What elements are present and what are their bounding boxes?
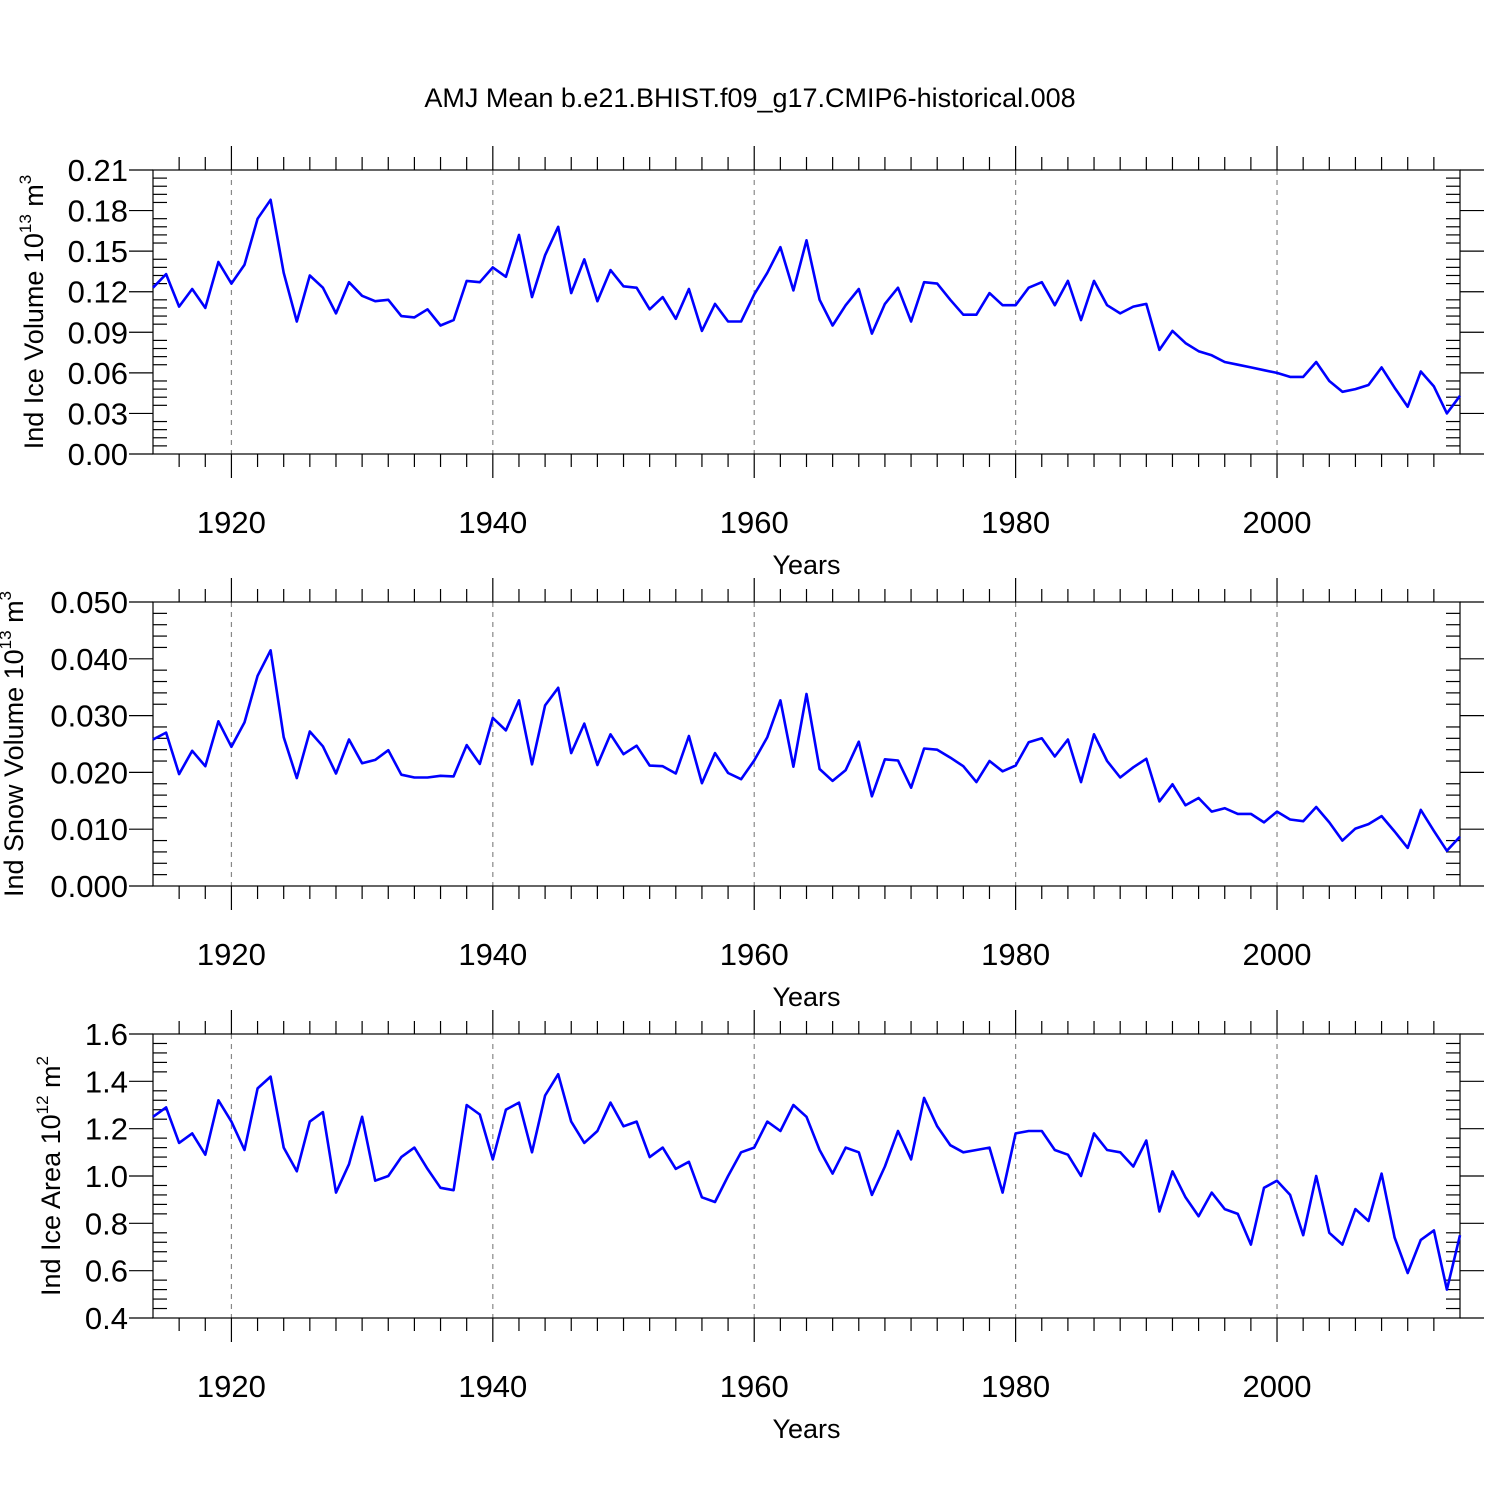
y-tick-label: 1.2 <box>85 1112 128 1147</box>
y-tick-label: 0.000 <box>50 869 128 904</box>
y-tick-label: 0.03 <box>68 396 128 431</box>
y-axis-title: Ind Snow Volume 1013 m3 <box>0 591 29 897</box>
y-tick-label: 0.8 <box>85 1206 128 1241</box>
panels: 1920 1940 1960 1980 2000 0.00 0.03 0.06 0.09 0.12… <box>0 146 1484 1444</box>
y-axis-title: Ind Ice Area 1012 m2 <box>33 1056 66 1296</box>
y-tick-label: 0.040 <box>50 642 128 677</box>
y-tick-label: 0.030 <box>50 699 128 734</box>
x-tick-label: 1940 <box>458 505 527 540</box>
y-tick-label: 0.050 <box>50 585 128 620</box>
x-tick-label: 1920 <box>197 1369 266 1404</box>
data-line <box>152 1072 1462 1291</box>
x-tick-label: 1940 <box>458 1369 527 1404</box>
data-line <box>152 648 1461 853</box>
panel-1: 1920 1940 1960 1980 2000 0.00 0.03 0.06 0.09 0.12… <box>16 146 1484 580</box>
y-tick-label: 0.15 <box>68 234 128 269</box>
y-axis-title: Ind Ice Volume 1013 m3 <box>16 175 49 450</box>
panel-3: 1920 1940 1960 1980 2000 0.4 0.6 0.8 1.0 1.2 1.4 1.… <box>33 1010 1484 1444</box>
y-tick-label: 0.010 <box>50 812 128 847</box>
x-axis-title: Years <box>772 1414 840 1444</box>
y-tick-label: 0.12 <box>68 275 128 310</box>
y-tick-label: 0.06 <box>68 356 128 391</box>
y-tick-label: 1.0 <box>85 1159 128 1194</box>
x-tick-label: 1940 <box>458 937 527 972</box>
y-tick-label: 1.4 <box>85 1064 128 1099</box>
x-tick-label: 1920 <box>197 505 266 540</box>
x-axis-title: Years <box>772 982 840 1012</box>
y-tick-label: 0.6 <box>85 1254 128 1289</box>
x-tick-label: 1960 <box>720 1369 789 1404</box>
y-tick-label: 0.020 <box>50 755 128 790</box>
x-tick-label: 1920 <box>197 937 266 972</box>
x-tick-label: 2000 <box>1243 1369 1312 1404</box>
y-tick-label: 0.00 <box>68 437 128 472</box>
y-tick-label: 0.18 <box>68 194 128 229</box>
y-tick-label: 0.4 <box>85 1301 128 1336</box>
data-line <box>152 198 1462 415</box>
x-axis-title: Years <box>772 550 840 580</box>
x-tick-label: 1960 <box>720 505 789 540</box>
y-tick-label: 1.6 <box>85 1017 128 1052</box>
x-tick-label: 1980 <box>981 505 1050 540</box>
y-tick-label: 0.21 <box>68 153 128 188</box>
x-tick-label: 1960 <box>720 937 789 972</box>
x-tick-label: 2000 <box>1243 505 1312 540</box>
figure-title: AMJ Mean b.e21.BHIST.f09_g17.CMIP6-histo… <box>424 83 1075 113</box>
x-tick-label: 1980 <box>981 937 1050 972</box>
x-tick-label: 1980 <box>981 1369 1050 1404</box>
x-tick-label: 2000 <box>1243 937 1312 972</box>
panel-2: 1920 1940 1960 1980 2000 0.000 0.010 0.020 0.030… <box>0 578 1484 1012</box>
y-tick-label: 0.09 <box>68 315 128 350</box>
